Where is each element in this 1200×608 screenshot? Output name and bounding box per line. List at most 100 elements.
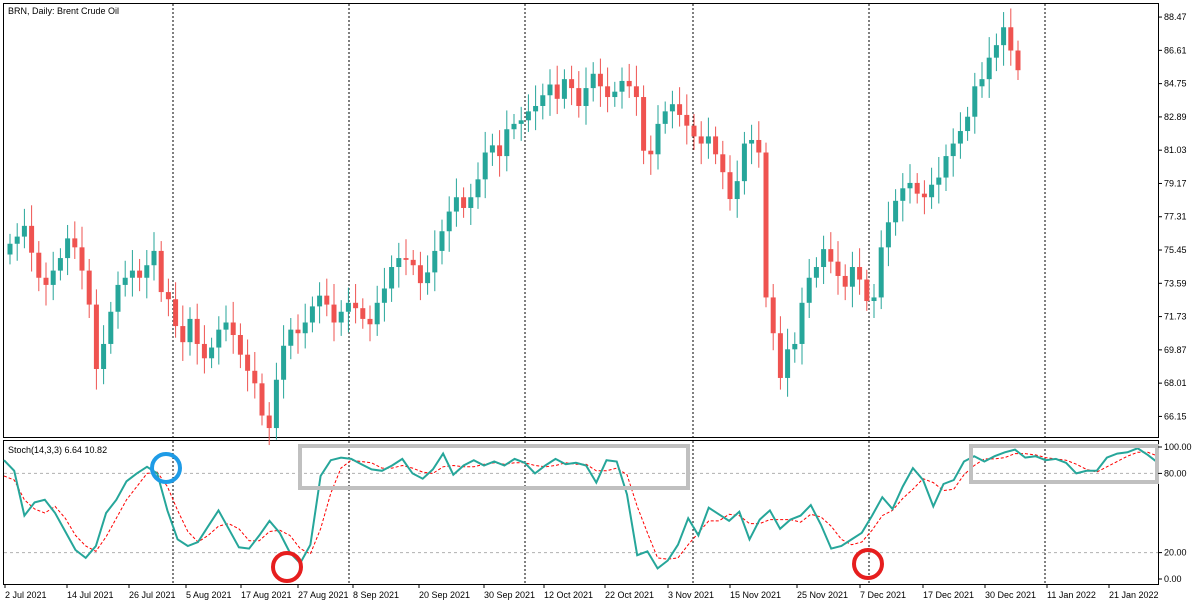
candle (389, 255, 395, 302)
indicator-title: Stoch(14,3,3) 6.64 10.82 (8, 445, 107, 455)
candle (691, 114, 697, 150)
time-tick-label: 12 Oct 2021 (544, 590, 593, 600)
candle (590, 62, 596, 102)
candle (749, 124, 755, 165)
candle (893, 189, 899, 236)
candle (885, 201, 891, 267)
candle (367, 305, 373, 342)
candle (576, 71, 582, 118)
candle (583, 67, 589, 125)
time-tick-label: 15 Nov 2021 (730, 590, 781, 600)
candle (785, 328, 791, 397)
candle (446, 196, 452, 252)
candle (295, 314, 301, 354)
stoch-levels (4, 472, 1158, 554)
candle (713, 126, 719, 165)
candle (29, 205, 35, 272)
time-tick-label: 30 Sep 2021 (484, 590, 535, 600)
stochastic-series (3, 447, 1159, 570)
price-tick-label: 88.47 (1164, 12, 1187, 22)
candle (338, 300, 344, 336)
price-tick-label: 84.75 (1164, 79, 1187, 89)
candle (547, 69, 553, 116)
price-tick-label: 79.17 (1164, 178, 1187, 188)
candle (439, 219, 445, 265)
candlestick-series (7, 8, 1021, 446)
time-tick-label: 14 Jul 2021 (67, 590, 114, 600)
bottom-signal-circle-1 (271, 551, 303, 583)
candle (979, 62, 985, 98)
candle (756, 121, 762, 168)
time-tick-label: 20 Sep 2021 (419, 590, 470, 600)
candle (770, 284, 776, 351)
candle (209, 337, 215, 369)
candle (504, 110, 510, 172)
bottom-signal-circle-2 (852, 548, 884, 580)
candle (173, 282, 179, 338)
price-tick-label: 71.73 (1164, 312, 1187, 322)
candle (324, 278, 330, 317)
time-tick-label: 8 Sep 2021 (353, 590, 399, 600)
time-tick-label: 30 Dec 2021 (985, 590, 1036, 600)
candle (101, 325, 107, 385)
candle (43, 262, 49, 306)
candle (799, 287, 805, 365)
candle (288, 318, 294, 360)
candle (65, 224, 71, 276)
time-tick-label: 7 Dec 2021 (860, 590, 906, 600)
candle (648, 135, 654, 175)
candle (79, 226, 85, 290)
candle (461, 187, 467, 218)
candle (626, 63, 632, 98)
price-axis: 88.47 86.61 84.75 82.89 81.03 79.17 77.31 75.45… (1158, 12, 1187, 421)
candle (1001, 12, 1007, 66)
candle (900, 173, 906, 222)
candle (317, 282, 323, 324)
candle (828, 232, 834, 274)
candle (806, 258, 812, 319)
candle (410, 250, 416, 276)
time-tick-label: 11 Jan 2022 (1047, 590, 1096, 600)
candle (929, 167, 935, 209)
candle (237, 323, 243, 369)
candle (677, 87, 683, 127)
time-tick-label: 25 Nov 2021 (797, 590, 848, 600)
time-tick-label: 5 Aug 2021 (186, 590, 232, 600)
price-tick-label: 69.87 (1164, 345, 1187, 355)
candle (511, 114, 517, 140)
candle (943, 144, 949, 191)
candle (921, 180, 927, 215)
candle (302, 303, 308, 349)
candle (309, 296, 315, 333)
price-tick-label: 75.45 (1164, 245, 1187, 255)
price-tick-label: 77.31 (1164, 212, 1187, 222)
stoch-axis: 100.00 80.00 20.00 0.00 (1158, 442, 1192, 584)
candle (187, 307, 193, 356)
vertical-grid (172, 4, 1046, 584)
candle (540, 83, 546, 120)
stoch-tick-label: 0.00 (1164, 574, 1182, 584)
candle (849, 251, 855, 308)
stoch-tick-label: 100.00 (1164, 442, 1192, 452)
candle (345, 287, 351, 333)
candle (525, 94, 531, 132)
candle (165, 278, 171, 317)
candle (518, 106, 524, 141)
candle (374, 285, 380, 336)
candle (331, 284, 337, 342)
candle (137, 258, 143, 292)
candle (360, 298, 366, 329)
candle (489, 133, 495, 166)
candle (108, 301, 114, 354)
candle (727, 155, 733, 211)
candle (965, 106, 971, 141)
candle (381, 267, 387, 322)
candle (115, 271, 121, 329)
candle (842, 264, 848, 301)
candle (21, 208, 27, 249)
candle (936, 156, 942, 204)
candle (252, 352, 258, 399)
price-panel-frame (3, 3, 1159, 438)
candle (633, 65, 639, 116)
candle (878, 230, 884, 310)
